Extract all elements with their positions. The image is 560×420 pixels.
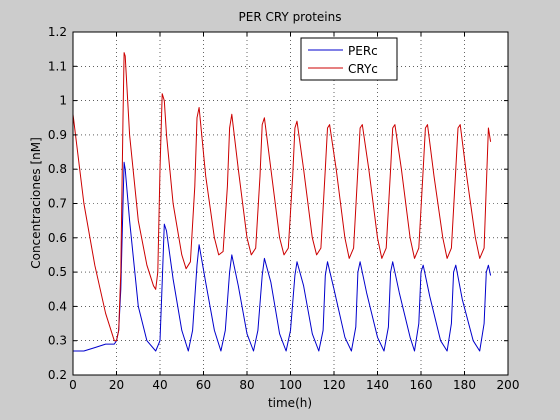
y-tick-labels: 0.2 0.3 0.4 0.5 0.6 0.7 0.8 0.9 1 1.1 1.2 <box>48 25 67 382</box>
y-tick-label: 0.3 <box>48 334 67 348</box>
x-tick-label: 20 <box>109 378 124 392</box>
series-line-cryc <box>72 52 492 342</box>
series-layer <box>72 52 492 352</box>
y-tick-label: 0.6 <box>48 231 67 245</box>
y-tick-label: 1.2 <box>48 25 67 39</box>
y-axis-label: Concentraciones [nM] <box>29 137 43 269</box>
x-tick-label: 100 <box>279 378 302 392</box>
y-tick-label: 0.5 <box>48 265 67 279</box>
y-tick-label: 0.4 <box>48 299 67 313</box>
chart-title: PER CRY proteins <box>239 10 342 24</box>
grid-lines <box>73 32 508 375</box>
series-line-perc <box>73 161 492 352</box>
legend-label-perc: PERc <box>348 44 378 58</box>
x-tick-label: 40 <box>152 378 167 392</box>
axis-ticks <box>72 31 509 376</box>
plot-area <box>73 32 508 375</box>
y-tick-label: 0.7 <box>48 197 67 211</box>
x-tick-label: 0 <box>69 378 77 392</box>
x-axis-label: time(h) <box>268 396 312 410</box>
y-tick-label: 1.1 <box>48 59 67 73</box>
y-tick-label: 0.2 <box>48 368 67 382</box>
x-tick-label: 160 <box>410 378 433 392</box>
y-tick-label: 0.8 <box>48 162 67 176</box>
legend-label-cryc: CRYc <box>348 62 378 76</box>
x-tick-label: 80 <box>239 378 254 392</box>
x-tick-label: 60 <box>196 378 211 392</box>
legend: PERc CRYc <box>300 37 398 81</box>
x-tick-label: 140 <box>366 378 389 392</box>
x-tick-label: 200 <box>497 378 520 392</box>
x-tick-labels: 0 20 40 60 80 100 120 140 160 180 200 <box>69 378 519 392</box>
y-tick-label: 1 <box>59 94 67 108</box>
x-tick-label: 180 <box>453 378 476 392</box>
x-tick-label: 120 <box>323 378 346 392</box>
y-tick-label: 0.9 <box>48 128 67 142</box>
legend-box <box>300 37 398 81</box>
